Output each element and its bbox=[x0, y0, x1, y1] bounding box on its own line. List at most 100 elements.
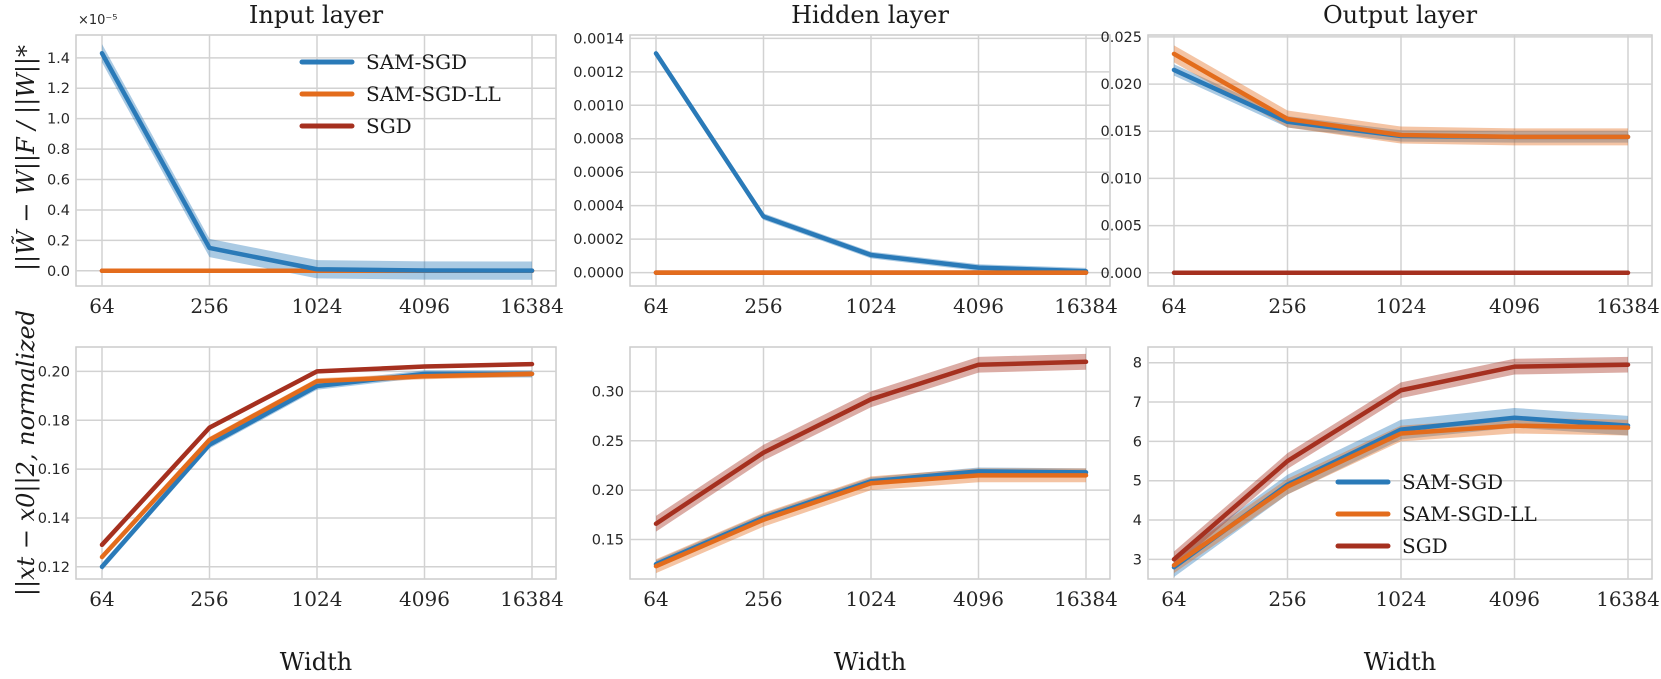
x-tick-label: 256 bbox=[1268, 587, 1306, 611]
x-tick-label: 64 bbox=[643, 294, 668, 318]
legend-label: SGD bbox=[1402, 534, 1448, 558]
y-tick-label: 0.18 bbox=[38, 413, 70, 429]
band-sam-sgd-ll bbox=[1174, 417, 1628, 574]
panel-input-bottom: 0.12 0.14 0.16 0.18 0.20 64 256 1024 4096 16384 bbox=[38, 346, 564, 611]
x-tick-label: 4096 bbox=[953, 587, 1004, 611]
y-tick-label: 3 bbox=[1133, 552, 1142, 568]
panel-output-bottom: 3 4 5 6 7 8 64 256 1024 4096 16384 SAM-SGD SAM-SGD-L… bbox=[1133, 346, 1660, 611]
x-tick-label: 4096 bbox=[953, 294, 1004, 318]
ylabel-top: ||W̃ − W||F / ||W||* bbox=[12, 45, 41, 271]
legend-label: SGD bbox=[366, 114, 412, 138]
y-tick-label: 1.0 bbox=[47, 112, 70, 128]
panel-title: Output layer bbox=[1323, 1, 1478, 29]
x-tick-label: 1024 bbox=[1376, 294, 1427, 318]
x-tick-label: 1024 bbox=[1376, 587, 1427, 611]
series-sam-sgd bbox=[99, 51, 535, 273]
series-sgd bbox=[653, 359, 1089, 526]
series-sam-sgd bbox=[653, 51, 1089, 274]
x-tick-label: 64 bbox=[1161, 587, 1186, 611]
y-tick-label: 0.20 bbox=[38, 364, 70, 380]
y-tick-label: 0.0000 bbox=[573, 266, 624, 282]
x-tick-label: 1024 bbox=[846, 294, 897, 318]
panel-output-top: 0.000 0.005 0.010 0.015 0.020 0.025 64 256 1024 4… bbox=[1100, 1, 1659, 318]
y-tick-label: 1.4 bbox=[47, 51, 70, 67]
x-tick-label: 16384 bbox=[1596, 587, 1660, 611]
y-tick-label: 0.020 bbox=[1100, 77, 1142, 93]
plot-frame bbox=[1147, 346, 1653, 580]
panels: 0.0 0.2 0.4 0.6 0.8 1.0 1.2 1.4 64 256 1024 4096 163… bbox=[38, 1, 1660, 611]
y-tick-label: 0.15 bbox=[592, 533, 624, 549]
scale-note: ×10⁻⁵ bbox=[78, 13, 118, 28]
x-tick-label: 256 bbox=[190, 587, 228, 611]
x-tick-label: 4096 bbox=[1489, 294, 1540, 318]
y-tick-label: 0.010 bbox=[1100, 171, 1142, 187]
x-tick-label: 16384 bbox=[1596, 294, 1660, 318]
y-tick-label: 0.005 bbox=[1100, 219, 1142, 235]
x-tick-label: 16384 bbox=[500, 294, 564, 318]
x-tick-label: 256 bbox=[744, 294, 782, 318]
series-sam-sgd-ll bbox=[1171, 51, 1631, 140]
x-tick-label: 4096 bbox=[399, 294, 450, 318]
plot-frame bbox=[629, 34, 1111, 287]
y-tick-label: 0.12 bbox=[38, 560, 70, 576]
y-tick-label: 7 bbox=[1133, 395, 1142, 411]
panel-title: Input layer bbox=[249, 1, 384, 29]
y-tick-label: 0.0 bbox=[47, 264, 70, 280]
y-tick-label: 0.0008 bbox=[573, 132, 624, 148]
legend-label: SAM-SGD-LL bbox=[1402, 502, 1537, 526]
x-tick-label: 16384 bbox=[500, 587, 564, 611]
x-tick-label: 256 bbox=[190, 294, 228, 318]
xlabel-right: Width bbox=[1364, 648, 1436, 676]
legend: SAM-SGD SAM-SGD-LL SGD bbox=[299, 50, 501, 138]
y-tick-label: 0.25 bbox=[592, 434, 624, 450]
plot-frame bbox=[75, 34, 557, 287]
legend: SAM-SGD SAM-SGD-LL SGD bbox=[1335, 470, 1537, 558]
y-tick-label: 0.0006 bbox=[573, 165, 624, 181]
y-tick-label: 0.0002 bbox=[573, 232, 624, 248]
y-tick-label: 0.30 bbox=[592, 384, 624, 400]
x-tick-label: 1024 bbox=[292, 587, 343, 611]
legend-label: SAM-SGD-LL bbox=[366, 82, 501, 106]
y-tick-label: 0.2 bbox=[47, 233, 70, 249]
y-tick-label: 0.8 bbox=[47, 142, 70, 158]
series-sam-sgd-ll bbox=[653, 473, 1089, 569]
y-tick-label: 0.015 bbox=[1100, 124, 1142, 140]
y-tick-label: 0.000 bbox=[1100, 266, 1142, 282]
y-tick-label: 5 bbox=[1133, 474, 1142, 490]
y-tick-label: 1.2 bbox=[47, 81, 70, 97]
series-sam-sgd-ll bbox=[1171, 423, 1631, 568]
y-tick-label: 0.14 bbox=[38, 511, 70, 527]
x-tick-label: 256 bbox=[744, 587, 782, 611]
x-tick-label: 4096 bbox=[1489, 587, 1540, 611]
ylabel-bottom: ||xt − x0||2, normalized bbox=[12, 310, 41, 596]
x-tick-label: 256 bbox=[1268, 294, 1306, 318]
y-tick-label: 0.4 bbox=[47, 203, 70, 219]
xlabel-middle: Width bbox=[834, 648, 906, 676]
series-sam-sgd-ll bbox=[99, 371, 535, 560]
x-tick-label: 1024 bbox=[292, 294, 343, 318]
y-tick-label: 0.6 bbox=[47, 173, 70, 189]
plot-frame bbox=[1147, 34, 1653, 287]
y-tick-label: 0.0012 bbox=[573, 65, 624, 81]
y-tick-label: 0.20 bbox=[592, 483, 624, 499]
panel-hidden-bottom: 0.15 0.20 0.25 0.30 64 256 1024 4096 16384 bbox=[592, 346, 1118, 611]
x-tick-label: 4096 bbox=[399, 587, 450, 611]
legend-label: SAM-SGD bbox=[1402, 470, 1503, 494]
x-tick-label: 64 bbox=[1161, 294, 1186, 318]
y-tick-label: 0.0010 bbox=[573, 98, 624, 114]
series-sgd bbox=[1171, 362, 1631, 562]
band-sam-sgd-ll bbox=[656, 468, 1086, 574]
panel-hidden-top: 0.0000 0.0002 0.0004 0.0006 0.0008 0.0010 0.00… bbox=[573, 1, 1118, 318]
x-tick-label: 1024 bbox=[846, 587, 897, 611]
x-tick-label: 16384 bbox=[1054, 587, 1118, 611]
y-tick-label: 0.0004 bbox=[573, 199, 624, 215]
y-tick-label: 0.025 bbox=[1100, 30, 1142, 46]
x-tick-label: 16384 bbox=[1054, 294, 1118, 318]
x-tick-label: 64 bbox=[643, 587, 668, 611]
x-tick-label: 64 bbox=[89, 587, 114, 611]
y-tick-label: 0.16 bbox=[38, 462, 70, 478]
y-tick-label: 8 bbox=[1133, 356, 1142, 372]
panel-input-top: 0.0 0.2 0.4 0.6 0.8 1.0 1.2 1.4 64 256 1024 4096 163… bbox=[47, 1, 564, 318]
y-tick-label: 4 bbox=[1133, 513, 1142, 529]
